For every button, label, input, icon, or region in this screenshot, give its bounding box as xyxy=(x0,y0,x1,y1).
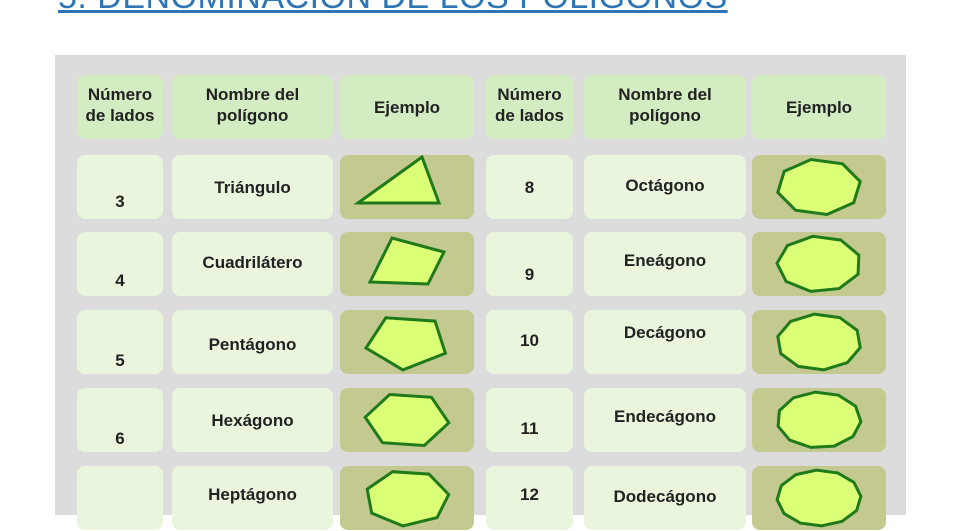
name-cell: Decágono xyxy=(584,310,746,374)
name-cell: Cuadrilátero xyxy=(172,232,333,296)
header-cell: Ejemplo xyxy=(340,75,474,139)
header-text: Nombre del polígono xyxy=(618,85,712,125)
example-cell xyxy=(340,466,474,530)
sides-text: 5 xyxy=(115,351,125,370)
polygon xyxy=(367,236,447,286)
name-text: Cuadrilátero xyxy=(202,253,303,272)
sides-cell xyxy=(77,466,163,530)
header-text: Nombre del polígono xyxy=(205,85,300,125)
name-cell: Dodecágono xyxy=(584,466,746,530)
header-cell: Nombre del polígono xyxy=(584,75,746,139)
sides-text: 6 xyxy=(115,429,125,448)
polygon xyxy=(365,470,451,528)
example-cell xyxy=(752,388,886,452)
sides-cell: 4 xyxy=(77,232,163,296)
polygon xyxy=(776,390,863,449)
header-text: Ejemplo xyxy=(785,98,853,117)
polygon xyxy=(353,155,442,205)
sides-text: 11 xyxy=(520,419,539,438)
polygon-example xyxy=(353,155,442,205)
header-cell: Nombre del polígono xyxy=(172,75,333,139)
name-text: Endecágono xyxy=(613,407,716,426)
title: 5. DENOMINACIÓN DE LOS POLÍGONOS xyxy=(58,0,728,17)
page: 5. DENOMINACIÓN DE LOS POLÍGONOS (() => … xyxy=(55,0,906,530)
name-cell: Endecágono xyxy=(584,388,746,452)
polygon-example xyxy=(363,392,451,448)
example-cell xyxy=(752,466,886,530)
example-cell xyxy=(752,155,886,219)
sides-text: 10 xyxy=(520,331,539,350)
sides-text: 4 xyxy=(115,271,125,290)
name-cell: Eneágono xyxy=(584,232,746,296)
example-cell xyxy=(340,232,474,296)
sides-text: 12 xyxy=(520,485,539,504)
header-text: Número de lados xyxy=(85,85,155,125)
name-text: Dodecágono xyxy=(613,487,717,506)
name-text: Eneágono xyxy=(623,251,707,270)
polygon xyxy=(363,392,451,448)
name-cell: Octágono xyxy=(584,155,746,219)
sides-cell: 8 xyxy=(486,155,573,219)
polygon-example xyxy=(776,390,863,449)
header-cell: Número de lados xyxy=(77,75,163,139)
sides-cell: 11 xyxy=(486,388,573,452)
sides-cell: 3 xyxy=(77,155,163,219)
polygon xyxy=(775,468,863,528)
header-text: Número de lados xyxy=(495,85,564,125)
sides-cell: 6 xyxy=(77,388,163,452)
example-cell xyxy=(340,310,474,374)
polygon-example xyxy=(776,312,862,372)
polygon xyxy=(776,157,862,217)
sides-cell: 5 xyxy=(77,310,163,374)
header-cell: Número de lados xyxy=(486,75,573,139)
name-cell: Heptágono xyxy=(172,466,333,530)
name-cell: Hexágono xyxy=(172,388,333,452)
example-cell xyxy=(340,388,474,452)
sides-cell: 10 xyxy=(486,310,573,374)
header-text: Ejemplo xyxy=(373,98,441,117)
example-cell xyxy=(752,310,886,374)
name-text: Triángulo xyxy=(214,178,291,197)
name-text: Pentágono xyxy=(208,335,297,354)
polygon-example xyxy=(775,234,861,293)
sides-cell: 9 xyxy=(486,232,573,296)
polygon xyxy=(363,316,448,372)
sides-cell: 12 xyxy=(486,466,573,530)
name-text: Heptágono xyxy=(208,485,297,504)
polygon-example xyxy=(367,236,447,286)
example-cell xyxy=(340,155,474,219)
header-cell: Ejemplo xyxy=(752,75,886,139)
name-cell: Triángulo xyxy=(172,155,333,219)
polygon xyxy=(775,234,861,293)
sides-text: 8 xyxy=(524,178,535,197)
polygon-example xyxy=(776,157,862,217)
polygon-example xyxy=(775,468,863,528)
polygon-example xyxy=(365,470,451,528)
name-text: Octágono xyxy=(625,176,705,195)
name-text: Decágono xyxy=(623,323,707,342)
polygon-example xyxy=(363,316,448,372)
sides-text: 9 xyxy=(524,265,535,284)
polygon xyxy=(776,312,862,372)
name-text: Hexágono xyxy=(211,411,294,430)
sides-text: 3 xyxy=(115,192,125,211)
name-cell: Pentágono xyxy=(172,310,333,374)
example-cell xyxy=(752,232,886,296)
